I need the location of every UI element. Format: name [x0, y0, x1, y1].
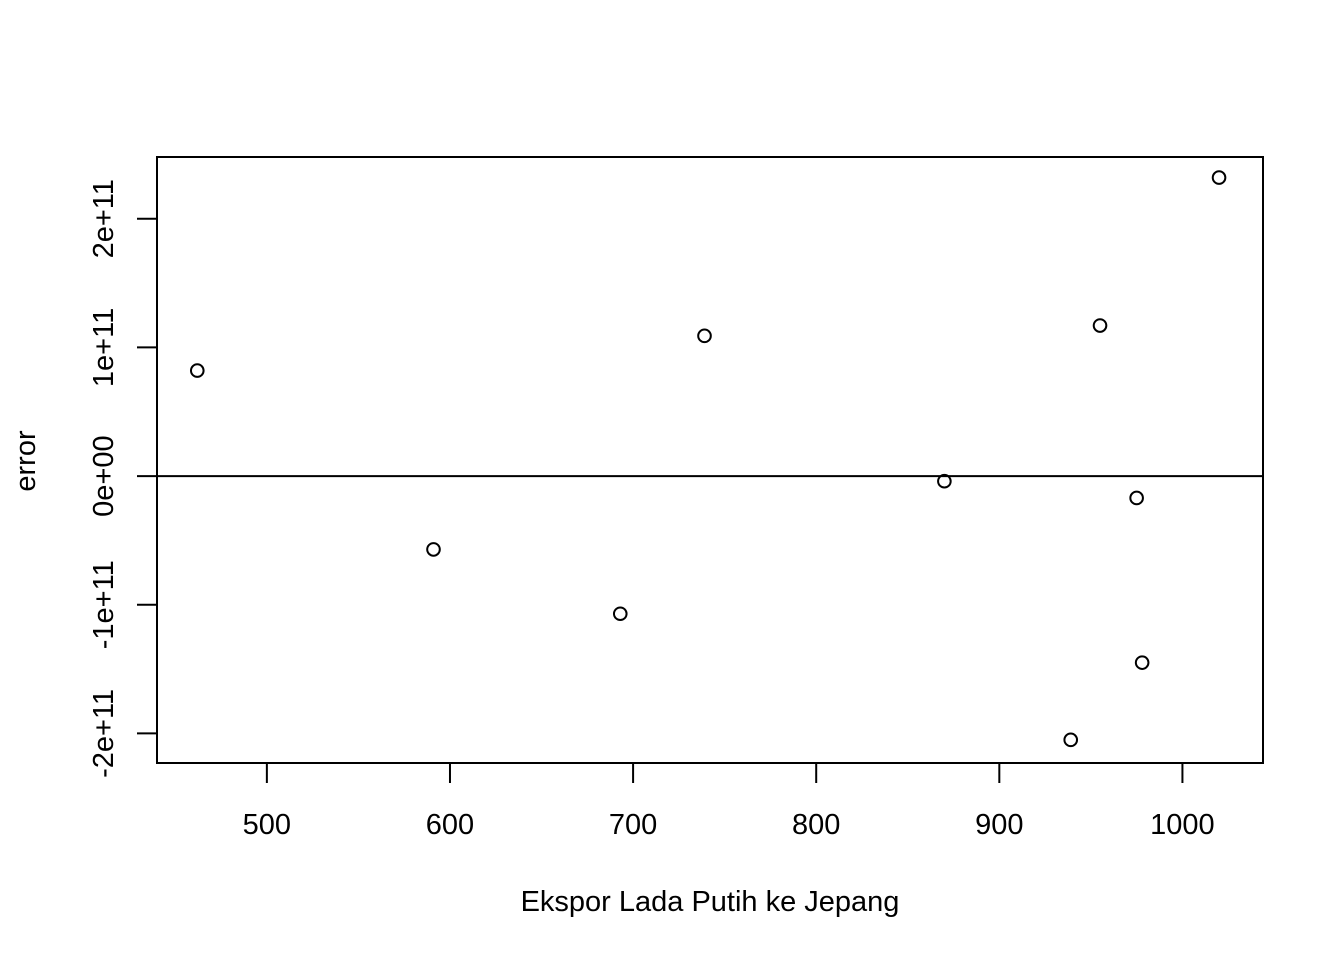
y-tick-label: 2e+11	[88, 179, 120, 258]
x-tick-label: 1000	[1150, 809, 1215, 841]
data-point	[612, 606, 628, 622]
x-tick-label: 600	[426, 809, 474, 841]
y-tick-label: -1e+11	[88, 560, 120, 649]
x-tick-label: 500	[243, 809, 291, 841]
data-point	[1129, 490, 1144, 506]
y-tick-label: -2e+11	[88, 689, 120, 778]
y-tick-label: 0e+00	[88, 435, 120, 516]
data-point	[1092, 318, 1108, 333]
x-tick-label: 800	[792, 809, 840, 841]
y-axis-title: error	[10, 430, 42, 492]
data-points	[189, 170, 1227, 748]
x-tick-label: 900	[975, 809, 1023, 841]
y-axis: -2e+11 -1e+11 0e+00 1e+11 2e+11	[88, 179, 158, 778]
data-point	[697, 328, 712, 344]
data-point	[1063, 732, 1079, 748]
plot-frame	[156, 156, 1264, 764]
data-point	[1211, 170, 1227, 185]
y-tick-label: 1e+11	[88, 308, 120, 387]
x-axis-title: Ekspor Lada Putih ke Jepang	[521, 886, 900, 918]
x-axis: 500 600 700 800 900 1000	[243, 762, 1215, 841]
data-point	[937, 473, 952, 489]
data-point	[1134, 655, 1150, 670]
data-point	[189, 363, 205, 378]
x-tick-label: 700	[609, 809, 657, 841]
data-point	[426, 542, 441, 557]
